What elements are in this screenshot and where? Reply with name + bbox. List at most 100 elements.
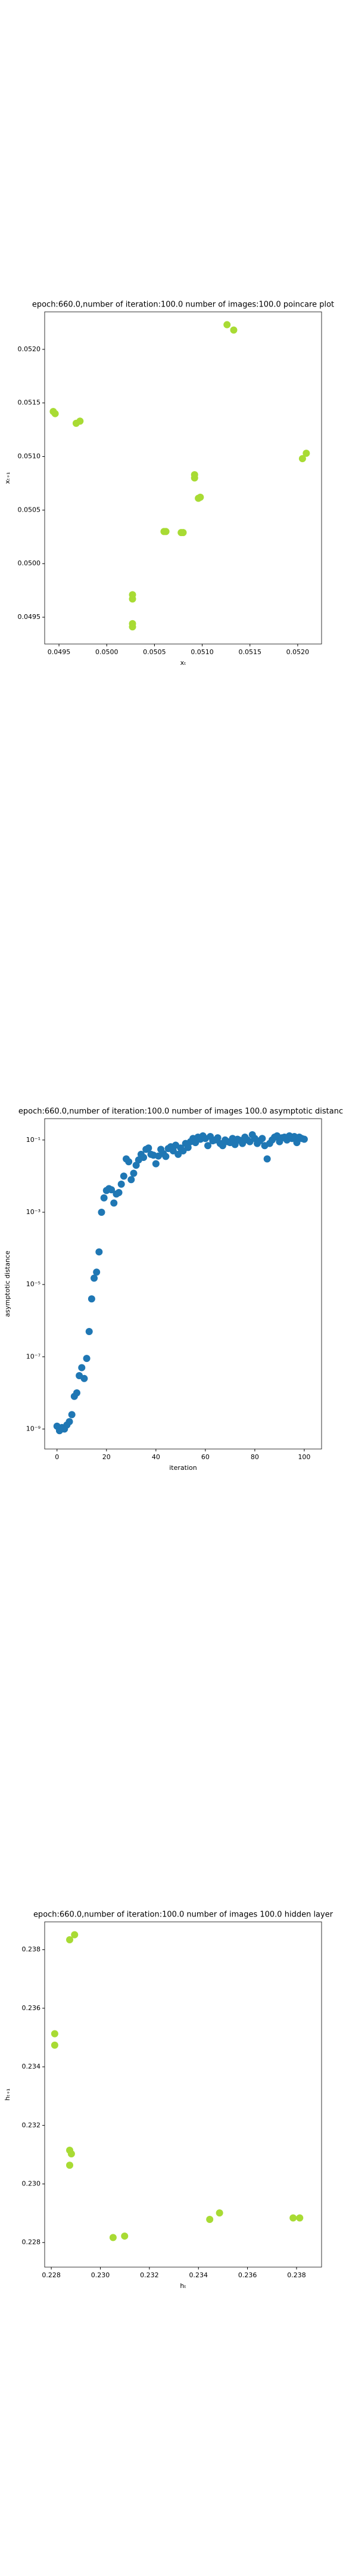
y-tick-label: 0.0505: [18, 506, 41, 513]
point: [223, 321, 231, 329]
point: [300, 1135, 308, 1143]
point: [214, 1134, 222, 1142]
plot-frame: [44, 1921, 322, 2268]
plot-frame: [44, 1118, 322, 1450]
point: [76, 417, 84, 425]
x-tick-label: 80: [251, 1453, 259, 1461]
x-tick-label: 0.230: [91, 2271, 110, 2279]
y-tick-label: 0.0520: [18, 345, 41, 353]
point: [85, 1327, 93, 1335]
y-tick-label: 0.234: [22, 2063, 41, 2070]
point: [289, 2214, 297, 2222]
point: [51, 2041, 58, 2049]
point: [219, 1142, 226, 1150]
point: [66, 1936, 74, 1943]
point: [184, 1144, 192, 1151]
x-tick-label: 100: [298, 1453, 310, 1461]
point: [263, 1155, 271, 1163]
y-axis-label: hₜ₊₁: [4, 2088, 11, 2100]
x-tick-label: 0.0520: [286, 648, 310, 656]
point: [162, 1153, 170, 1160]
point: [121, 2232, 129, 2240]
y-axis-label: xₜ₊₁: [4, 472, 11, 484]
point: [206, 2215, 214, 2223]
x-tick-label: 40: [152, 1453, 160, 1461]
x-tick-label: 0.236: [238, 2271, 257, 2279]
point: [117, 1180, 125, 1188]
x-tick-label: 0.0495: [48, 648, 71, 656]
y-tick-label: 0.232: [22, 2121, 41, 2129]
y-tick-label: 0.230: [22, 2180, 41, 2188]
x-tick-label: 0.0500: [95, 648, 119, 656]
point: [230, 326, 238, 334]
point: [179, 529, 187, 537]
point: [174, 1150, 182, 1158]
point: [303, 450, 310, 457]
y-tick-label: 10⁻⁵: [26, 1280, 40, 1288]
point: [293, 1139, 301, 1147]
point: [88, 1295, 95, 1303]
point: [145, 1144, 152, 1152]
point: [127, 1176, 135, 1184]
x-tick-label: 0.0510: [191, 648, 214, 656]
point: [93, 1268, 101, 1276]
point: [66, 1418, 73, 1426]
point: [216, 2209, 223, 2217]
point: [78, 1364, 86, 1371]
y-axis-label: asymptotic distance: [4, 1250, 11, 1317]
y-tick-label: 0.0500: [18, 559, 41, 567]
point: [204, 1142, 212, 1150]
point: [91, 1274, 98, 1282]
point: [296, 2214, 304, 2222]
point: [110, 1199, 118, 1207]
chart-title: epoch:660.0,number of iteration:100.0 nu…: [33, 1911, 333, 1919]
y-tick-label: 0.238: [22, 1946, 41, 1953]
x-tick-label: 0.0515: [238, 648, 261, 656]
point: [51, 2030, 58, 2038]
point: [66, 2162, 74, 2169]
point: [162, 528, 170, 535]
x-tick-label: 0.0505: [143, 648, 166, 656]
point: [120, 1172, 127, 1180]
x-tick-label: 0.234: [189, 2271, 208, 2279]
point: [80, 1374, 88, 1382]
point: [115, 1189, 123, 1197]
point: [95, 1248, 103, 1256]
point: [169, 1147, 177, 1155]
y-tick-label: 0.236: [22, 2004, 41, 2012]
point: [83, 1355, 91, 1363]
x-tick-label: 0.228: [42, 2271, 61, 2279]
y-tick-label: 0.0515: [18, 399, 41, 407]
point: [140, 1153, 148, 1161]
x-axis-label: hₜ: [180, 2282, 186, 2290]
x-tick-label: 20: [102, 1453, 111, 1461]
x-axis-label: iteration: [169, 1464, 197, 1472]
point: [98, 1208, 105, 1216]
point: [73, 1389, 80, 1397]
y-tick-label: 0.0510: [18, 453, 41, 460]
y-tick-label: 10⁻¹: [26, 1136, 40, 1144]
y-tick-label: 10⁻⁷: [26, 1352, 40, 1360]
y-tick-label: 10⁻⁹: [26, 1425, 40, 1433]
x-tick-label: 60: [201, 1453, 210, 1461]
chart-title: epoch:660.0,number of iteration:100.0 nu…: [32, 301, 334, 309]
x-tick-label: 0: [55, 1453, 59, 1461]
x-tick-label: 0.238: [287, 2271, 306, 2279]
y-tick-label: 0.228: [22, 2238, 41, 2246]
point: [129, 595, 136, 603]
x-tick-label: 0.232: [140, 2271, 159, 2279]
point: [298, 455, 306, 463]
point: [108, 1186, 116, 1194]
point: [197, 493, 204, 501]
point: [130, 1169, 138, 1177]
point: [125, 1158, 133, 1166]
point: [100, 1194, 108, 1202]
y-tick-label: 0.0495: [18, 613, 41, 621]
point: [67, 2150, 75, 2157]
x-axis-label: xₜ: [180, 659, 186, 667]
point: [152, 1160, 160, 1168]
y-tick-label: 10⁻³: [26, 1208, 40, 1216]
point: [129, 623, 136, 631]
